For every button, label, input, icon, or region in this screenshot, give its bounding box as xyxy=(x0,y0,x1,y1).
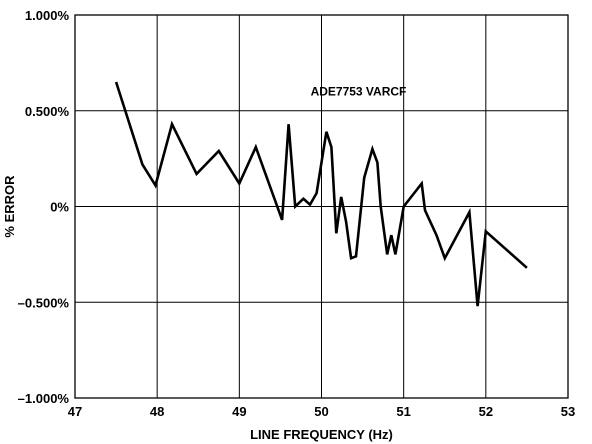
error-series-line xyxy=(114,81,528,307)
x-axis-label: LINE FREQUENCY (Hz) xyxy=(250,427,393,442)
tick-labels: 47 48 49 50 51 52 53 1.000% 0.500% 0% –0.500% –1.00… xyxy=(18,8,576,419)
plot-frame xyxy=(74,14,569,399)
y-tick-label: 1.000% xyxy=(25,8,70,23)
x-tick-label: 50 xyxy=(314,404,328,419)
y-tick-label: –0.500% xyxy=(18,295,70,310)
grid xyxy=(75,15,568,398)
y-tick-label: 0.500% xyxy=(25,104,70,119)
y-tick-label: –1.000% xyxy=(18,391,70,406)
x-tick-label: 53 xyxy=(561,404,575,419)
x-tick-label: 51 xyxy=(396,404,410,419)
x-tick-label: 47 xyxy=(68,404,82,419)
annotation-label: ADE7753 VARCF xyxy=(311,84,407,98)
y-axis-label: % ERROR xyxy=(2,175,17,238)
y-tick-label: 0% xyxy=(50,200,69,215)
x-tick-label: 52 xyxy=(479,404,493,419)
x-tick-label: 49 xyxy=(232,404,246,419)
x-tick-label: 48 xyxy=(150,404,164,419)
